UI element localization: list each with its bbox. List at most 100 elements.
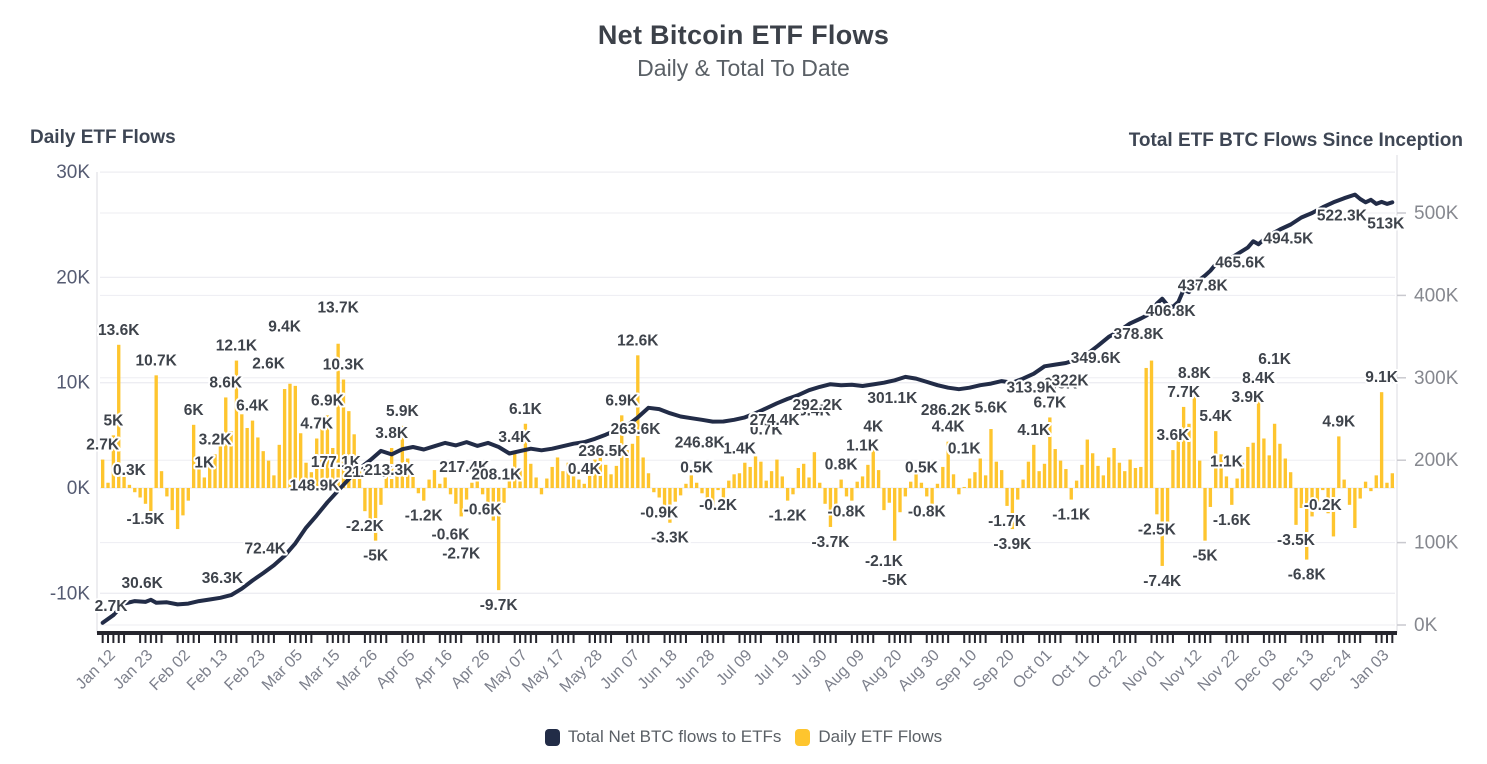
bar-value-labels: 2.7K 5K 13.6K 0.3K -1.5K 10.7K 6K 1K 3.2K 8.6K 12.… [84, 298, 1400, 617]
daily-bar [935, 483, 940, 488]
daily-bar [325, 415, 330, 488]
daily-bar [909, 481, 913, 488]
daily-bar [1187, 423, 1191, 488]
daily-bar [191, 424, 196, 488]
daily-bar [593, 459, 597, 488]
bar-value-label: 6.4K [236, 398, 270, 415]
daily-bar [989, 429, 993, 488]
daily-bar [802, 463, 806, 488]
daily-bar [443, 477, 447, 488]
line-value-label: 72.4K [245, 540, 287, 557]
daily-bar [1310, 488, 1314, 517]
bar-value-label: -2.1K [865, 553, 904, 570]
daily-bar [277, 444, 281, 488]
daily-bar [1107, 457, 1111, 488]
daily-bar [967, 478, 972, 488]
bar-value-label: 12.6K [617, 332, 659, 349]
bar-value-label: 13.7K [317, 300, 359, 317]
bar-value-label: 5.6K [975, 400, 1009, 417]
daily-bar [582, 483, 586, 488]
bar-value-label: -2.2K [346, 518, 385, 535]
daily-bar [721, 488, 726, 498]
daily-bar [1181, 406, 1186, 488]
daily-bar [523, 423, 528, 488]
x-axis-date-label: Dec 24 [1307, 647, 1355, 695]
daily-bar [930, 488, 934, 504]
daily-bar [117, 344, 121, 488]
daily-bar [309, 472, 314, 488]
daily-bar [218, 436, 223, 488]
daily-bar [315, 438, 319, 488]
daily-bar [705, 488, 710, 500]
daily-bar [480, 488, 485, 495]
daily-bar [341, 379, 346, 488]
daily-bar [400, 425, 405, 488]
daily-bar [411, 476, 415, 488]
x-axis-date-label: Jan 03 [1346, 647, 1392, 693]
legend-item-total-line[interactable]: Total Net BTC flows to ETFs [544, 727, 782, 747]
bar-value-label: -3.5K [1277, 532, 1316, 549]
line-value-label: 246.8K [675, 435, 726, 452]
daily-bar [1101, 475, 1106, 488]
line-value-label: 301.1K [867, 390, 918, 407]
daily-bar [844, 488, 849, 497]
x-axis-date-label: Mar 05 [259, 647, 306, 694]
chart-subtitle: Daily & Total To Date [637, 55, 850, 81]
x-axis-date-label: Feb 13 [184, 647, 231, 694]
daily-bar [737, 473, 742, 488]
daily-bar [1315, 488, 1320, 502]
x-axis-date-label: Dec 03 [1232, 647, 1280, 695]
bar-value-label: 13.6K [98, 322, 140, 339]
bar-value-label: -0.6K [432, 527, 471, 544]
daily-bar [336, 343, 340, 488]
right-axis-tick: 500K [1414, 203, 1459, 224]
daily-bar [1278, 443, 1282, 488]
daily-bar [416, 488, 421, 494]
daily-bar [834, 488, 838, 511]
daily-bar [459, 488, 463, 517]
bar-value-label: 2.7K [86, 437, 120, 454]
bar-value-label: -0.2K [699, 497, 738, 514]
daily-bar [379, 488, 383, 505]
legend-item-daily-bars[interactable]: Daily ETF Flows [795, 727, 942, 747]
bar-value-label: 8.6K [209, 374, 243, 391]
left-axis-tick: 30K [56, 162, 90, 183]
daily-bar [598, 453, 603, 488]
bar-value-label: -5K [882, 572, 908, 589]
bar-value-label: -7.4K [1143, 573, 1182, 590]
x-axis-date-label: Aug 09 [820, 647, 868, 695]
daily-bar [491, 488, 495, 521]
daily-bar [165, 488, 169, 497]
daily-bar [389, 447, 394, 488]
daily-bar [1080, 464, 1084, 488]
daily-bar [566, 462, 570, 488]
daily-bar [684, 483, 688, 488]
x-axis-date-label: Mar 15 [296, 647, 343, 694]
daily-bar [1074, 480, 1079, 488]
daily-bar [946, 441, 950, 488]
daily-bar [245, 427, 249, 488]
daily-bar [1251, 442, 1255, 488]
daily-bar [293, 385, 297, 488]
daily-bar [973, 472, 977, 488]
line-value-label: 177.1K [311, 454, 362, 471]
daily-bar [1155, 488, 1159, 515]
x-axis-date-label: Mar 26 [334, 647, 381, 694]
legend-label-line: Total Net BTC flows to ETFs [567, 727, 782, 746]
daily-bar [1224, 476, 1229, 488]
daily-bar [748, 466, 752, 488]
bar-value-label: 8.4K [1242, 370, 1276, 387]
daily-bar [609, 474, 613, 488]
daily-bar [919, 482, 924, 488]
daily-bar [1235, 478, 1239, 488]
daily-bar [866, 464, 870, 488]
daily-bar [545, 478, 549, 488]
bar-value-label: 4.1K [1017, 422, 1051, 439]
bar-value-label: 0.1K [948, 441, 982, 458]
daily-bar [240, 414, 244, 488]
daily-bar [1363, 481, 1368, 488]
daily-bar [914, 473, 918, 488]
daily-bar [384, 474, 388, 488]
daily-bar [261, 451, 265, 488]
daily-bar [127, 484, 132, 488]
